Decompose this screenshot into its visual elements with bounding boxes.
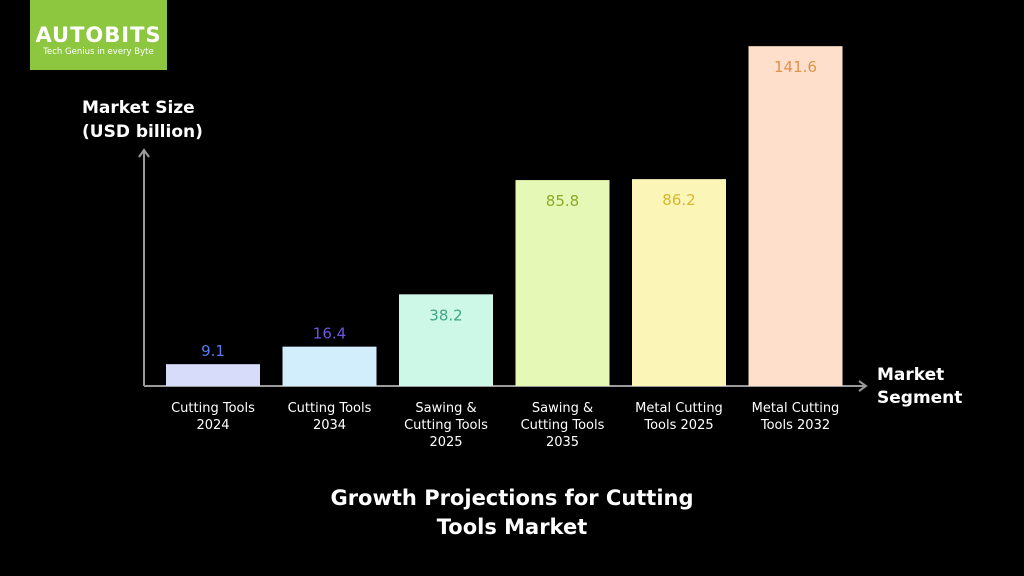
- data-label: 38.2: [429, 306, 462, 324]
- y-axis-arrow-icon: [138, 148, 150, 158]
- data-label: 16.4: [313, 325, 346, 343]
- chart-value-labels: 9.1 16.4 38.2 85.8 86.2 141.6: [201, 58, 817, 360]
- chart-axis-titles: Market Size (USD billion) Market Segment: [82, 98, 962, 408]
- x-tick-label: Cutting Tools 2024: [171, 401, 255, 433]
- chart-title: Growth Projections for Cutting Tools Mar…: [330, 486, 694, 539]
- bar: [399, 294, 493, 386]
- data-label: 86.2: [662, 191, 695, 209]
- data-label: 85.8: [546, 192, 579, 210]
- bar: [166, 364, 260, 386]
- brand-logo: AUTOBITS Tech Genius in every Byte: [30, 0, 167, 70]
- bar: [515, 180, 610, 386]
- data-label: 9.1: [201, 342, 225, 360]
- x-tick-label: Sawing & Cutting Tools 2035: [521, 401, 605, 450]
- bar: [632, 179, 726, 386]
- x-tick-label: Sawing & Cutting Tools 2025: [404, 401, 488, 450]
- bar: [282, 346, 377, 386]
- x-axis-arrow-icon: [858, 380, 868, 392]
- x-axis-title: Market Segment: [877, 365, 962, 408]
- x-tick-label: Metal Cutting Tools 2025: [635, 401, 723, 433]
- bar: [748, 46, 843, 386]
- chart-axes: [138, 148, 868, 392]
- x-tick-label: Metal Cutting Tools 2032: [752, 401, 840, 433]
- data-label: 141.6: [774, 58, 817, 76]
- chart-category-labels: Cutting Tools 2024 Cutting Tools 2034 Sawing…: [171, 401, 839, 450]
- x-tick-label: Cutting Tools 2034: [288, 401, 372, 433]
- logo-name: AUTOBITS: [35, 23, 162, 47]
- y-axis-title: Market Size (USD billion): [82, 98, 203, 142]
- logo-tagline: Tech Genius in every Byte: [43, 47, 154, 57]
- chart-bars: [166, 46, 843, 386]
